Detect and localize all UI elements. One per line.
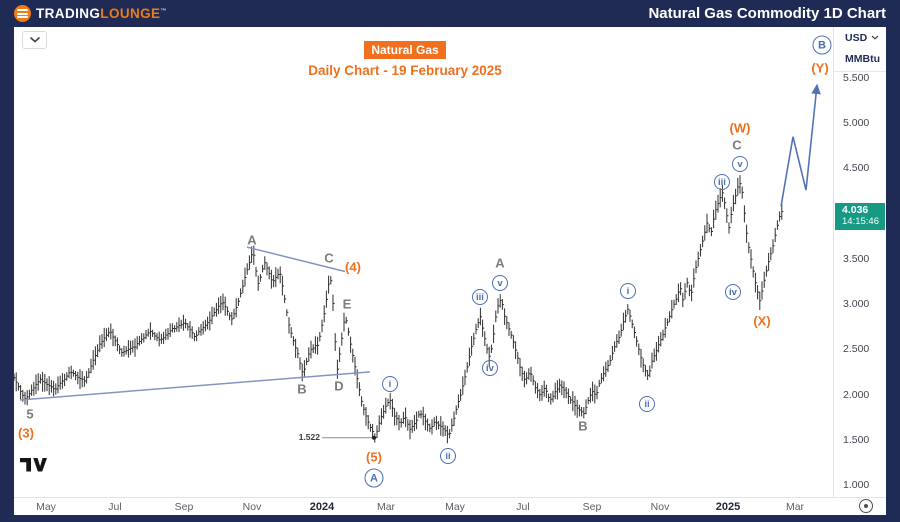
page-title: Natural Gas Commodity 1D Chart	[648, 5, 886, 22]
price-tick-label: 5.500	[843, 72, 870, 84]
axis-separator	[834, 71, 886, 72]
price-tick-label: 3.500	[843, 252, 870, 265]
time-axis[interactable]: May Jul Sep Nov 2024 Mar May Jul Sep Nov 2025 Mar	[14, 497, 886, 515]
time-tick-label: Sep	[582, 501, 602, 513]
time-tick-label: 2025	[715, 501, 741, 513]
scale-settings-icon[interactable]	[859, 499, 873, 513]
currency-dropdown-value: USD	[845, 31, 868, 44]
trademark: ™	[160, 8, 167, 15]
price-tick-label: 5.000	[843, 117, 870, 130]
brand-wordmark: TRADINGLOUNGE™	[36, 6, 167, 21]
price-tick-label: 1.500	[843, 433, 870, 446]
unit-dropdown[interactable]: MMBtu	[834, 48, 886, 69]
last-price-value: 4.036	[842, 204, 869, 216]
tradinglounge-brand: TRADINGLOUNGE™	[14, 5, 167, 22]
time-tick-label: May	[36, 501, 56, 513]
chevron-down-button[interactable]	[22, 31, 47, 49]
last-price-time: 14:15:46	[842, 216, 879, 227]
tradingview-logo-icon[interactable]	[20, 457, 48, 473]
time-tick-label: May	[445, 501, 465, 513]
time-tick-label: Sep	[174, 501, 194, 513]
tradinglounge-logo-icon	[14, 5, 31, 22]
price-tick-label: 3.000	[843, 298, 870, 311]
time-tick-label: Nov	[650, 501, 670, 513]
time-tick-label: Jul	[108, 501, 122, 513]
last-price-badge: 4.036 14:15:46	[835, 203, 885, 230]
time-tick-label: Jul	[516, 501, 530, 513]
app-header: TRADINGLOUNGE™ Natural Gas Commodity 1D …	[0, 0, 900, 27]
brand-trading: TRADING	[36, 6, 101, 21]
currency-dropdown[interactable]: USD	[834, 27, 886, 48]
chevron-down-icon	[871, 35, 879, 40]
unit-dropdown-value: MMBtu	[845, 52, 880, 65]
price-tick-label: 1.000	[843, 478, 870, 491]
price-tick-label: 2.000	[843, 388, 870, 401]
chevron-down-icon	[29, 37, 40, 43]
price-chart-svg	[13, 83, 821, 444]
time-tick-label: Nov	[242, 501, 262, 513]
price-tick-label: 4.500	[843, 162, 870, 175]
price-tick-label: 2.500	[843, 343, 870, 356]
time-tick-label: Mar	[376, 501, 396, 513]
price-axis[interactable]: USD MMBtu 5.5005.0004.5004.0003.5003.000…	[833, 27, 886, 497]
brand-lounge: LOUNGE	[100, 6, 161, 21]
chart-panel: Natural Gas Daily Chart - 19 February 20…	[13, 27, 886, 515]
time-tick-label: Mar	[785, 501, 805, 513]
time-tick-label: 2024	[309, 501, 335, 513]
